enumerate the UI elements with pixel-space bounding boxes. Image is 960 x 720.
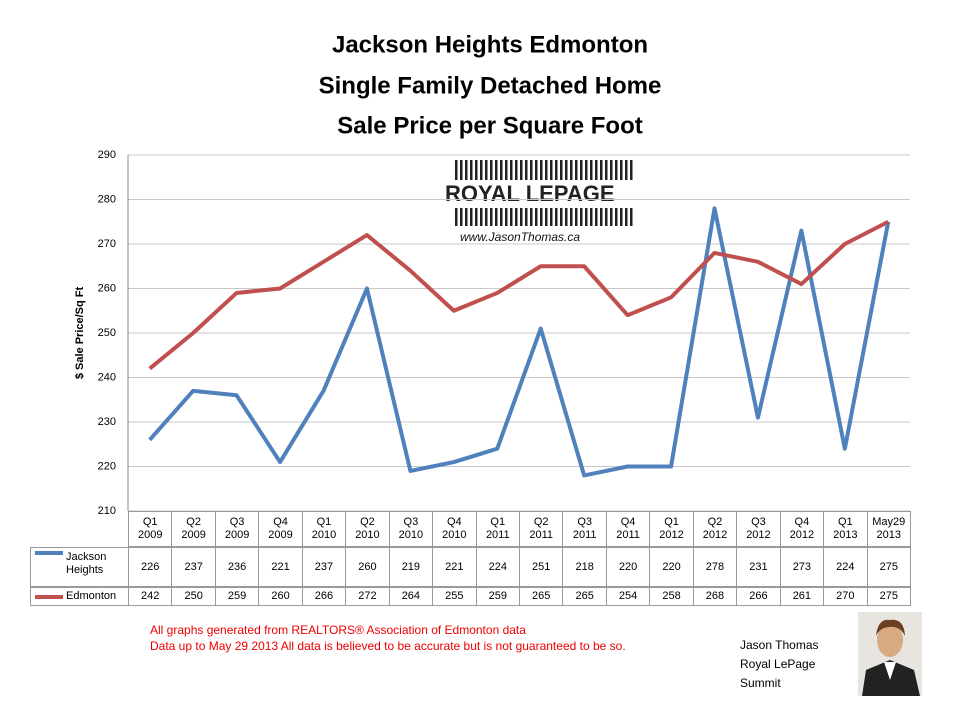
x-tick-label: Q4 2012 [779, 511, 825, 547]
table-value: 226 [128, 547, 173, 587]
table-value: 250 [171, 587, 216, 606]
logo-url: www.JasonThomas.ca [460, 230, 580, 244]
table-value: 254 [605, 587, 651, 606]
x-tick-label: Q1 2011 [475, 511, 520, 547]
x-tick-label: Q3 2011 [562, 511, 607, 547]
table-value: 265 [562, 587, 607, 606]
author-line: Royal LePage [740, 657, 816, 671]
y-axis-label: $ Sale Price/Sq Ft [74, 287, 86, 380]
table-value: 268 [692, 587, 738, 606]
table-value: 221 [258, 547, 303, 587]
table-value: 218 [562, 547, 607, 587]
x-tick-label: Q4 2011 [605, 511, 651, 547]
legend-entry: Edmonton [30, 587, 129, 606]
table-value: 258 [649, 587, 694, 606]
chart-title: Jackson Heights Edmonton [332, 31, 648, 58]
author-line: Jason Thomas [740, 638, 819, 652]
table-value: 221 [432, 547, 477, 587]
y-tick-label: 250 [98, 327, 116, 339]
author-photo [858, 612, 922, 696]
legend-label: Jackson Heights [66, 551, 107, 576]
legend-label: Edmonton [66, 590, 117, 602]
y-tick-label: 260 [98, 282, 116, 294]
y-tick-label: 280 [98, 193, 116, 205]
legend-swatch [35, 594, 63, 599]
table-value: 270 [823, 587, 868, 606]
table-value: 242 [128, 587, 173, 606]
chart-subtitle: Sale Price per Square Foot [337, 112, 642, 139]
series-line [148, 206, 891, 478]
footnote: All graphs generated from REALTORS® Asso… [150, 623, 526, 637]
table-value: 220 [605, 547, 651, 587]
table-value: 251 [519, 547, 564, 587]
table-value: 224 [475, 547, 520, 587]
table-value: 278 [692, 547, 738, 587]
table-value: 264 [388, 587, 434, 606]
x-tick-label: Q2 2012 [692, 511, 738, 547]
table-value: 265 [519, 587, 564, 606]
x-tick-label: May29 2013 [866, 511, 911, 547]
table-value: 261 [779, 587, 825, 606]
logo-brand: ROYAL LEPAGE [445, 181, 615, 206]
table-value: 255 [432, 587, 477, 606]
y-tick-label: 270 [98, 238, 116, 250]
x-tick-label: Q1 2010 [301, 511, 347, 547]
table-value: 236 [214, 547, 260, 587]
logo-bars [455, 160, 635, 226]
x-tick-label: Q4 2010 [432, 511, 477, 547]
table-value: 224 [823, 547, 868, 587]
table-value: 219 [388, 547, 434, 587]
table-value: 259 [214, 587, 260, 606]
y-tick-label: 290 [98, 149, 116, 161]
table-value: 266 [301, 587, 347, 606]
table-value: 273 [779, 547, 825, 587]
y-tick-label: 230 [98, 416, 116, 428]
x-tick-label: Q4 2009 [258, 511, 303, 547]
series-line [148, 219, 890, 371]
footnote: Data up to May 29 2013 All data is belie… [150, 639, 626, 653]
y-tick-label: 220 [98, 460, 116, 472]
chart-subtitle: Single Family Detached Home [319, 72, 662, 99]
x-tick-label: Q3 2012 [736, 511, 781, 547]
table-value: 275 [866, 547, 911, 587]
y-tick-label: 240 [98, 371, 116, 383]
table-value: 260 [258, 587, 303, 606]
x-tick-label: Q2 2009 [171, 511, 216, 547]
x-tick-label: Q1 2013 [823, 511, 868, 547]
x-tick-label: Q1 2012 [649, 511, 694, 547]
table-value: 272 [345, 587, 390, 606]
table-value: 237 [301, 547, 347, 587]
legend-entry: Jackson Heights [30, 547, 129, 587]
table-value: 231 [736, 547, 781, 587]
x-tick-label: Q2 2010 [345, 511, 390, 547]
table-value: 220 [649, 547, 694, 587]
y-tick-label: 210 [98, 505, 116, 517]
table-value: 237 [171, 547, 216, 587]
table-value: 259 [475, 587, 520, 606]
table-value: 260 [345, 547, 390, 587]
x-tick-label: Q3 2009 [214, 511, 260, 547]
x-tick-label: Q1 2009 [128, 511, 173, 547]
x-tick-label: Q3 2010 [388, 511, 434, 547]
table-value: 266 [736, 587, 781, 606]
table-value: 275 [866, 587, 911, 606]
legend-swatch [35, 551, 63, 555]
x-tick-label: Q2 2011 [519, 511, 564, 547]
author-line: Summit [740, 676, 781, 690]
